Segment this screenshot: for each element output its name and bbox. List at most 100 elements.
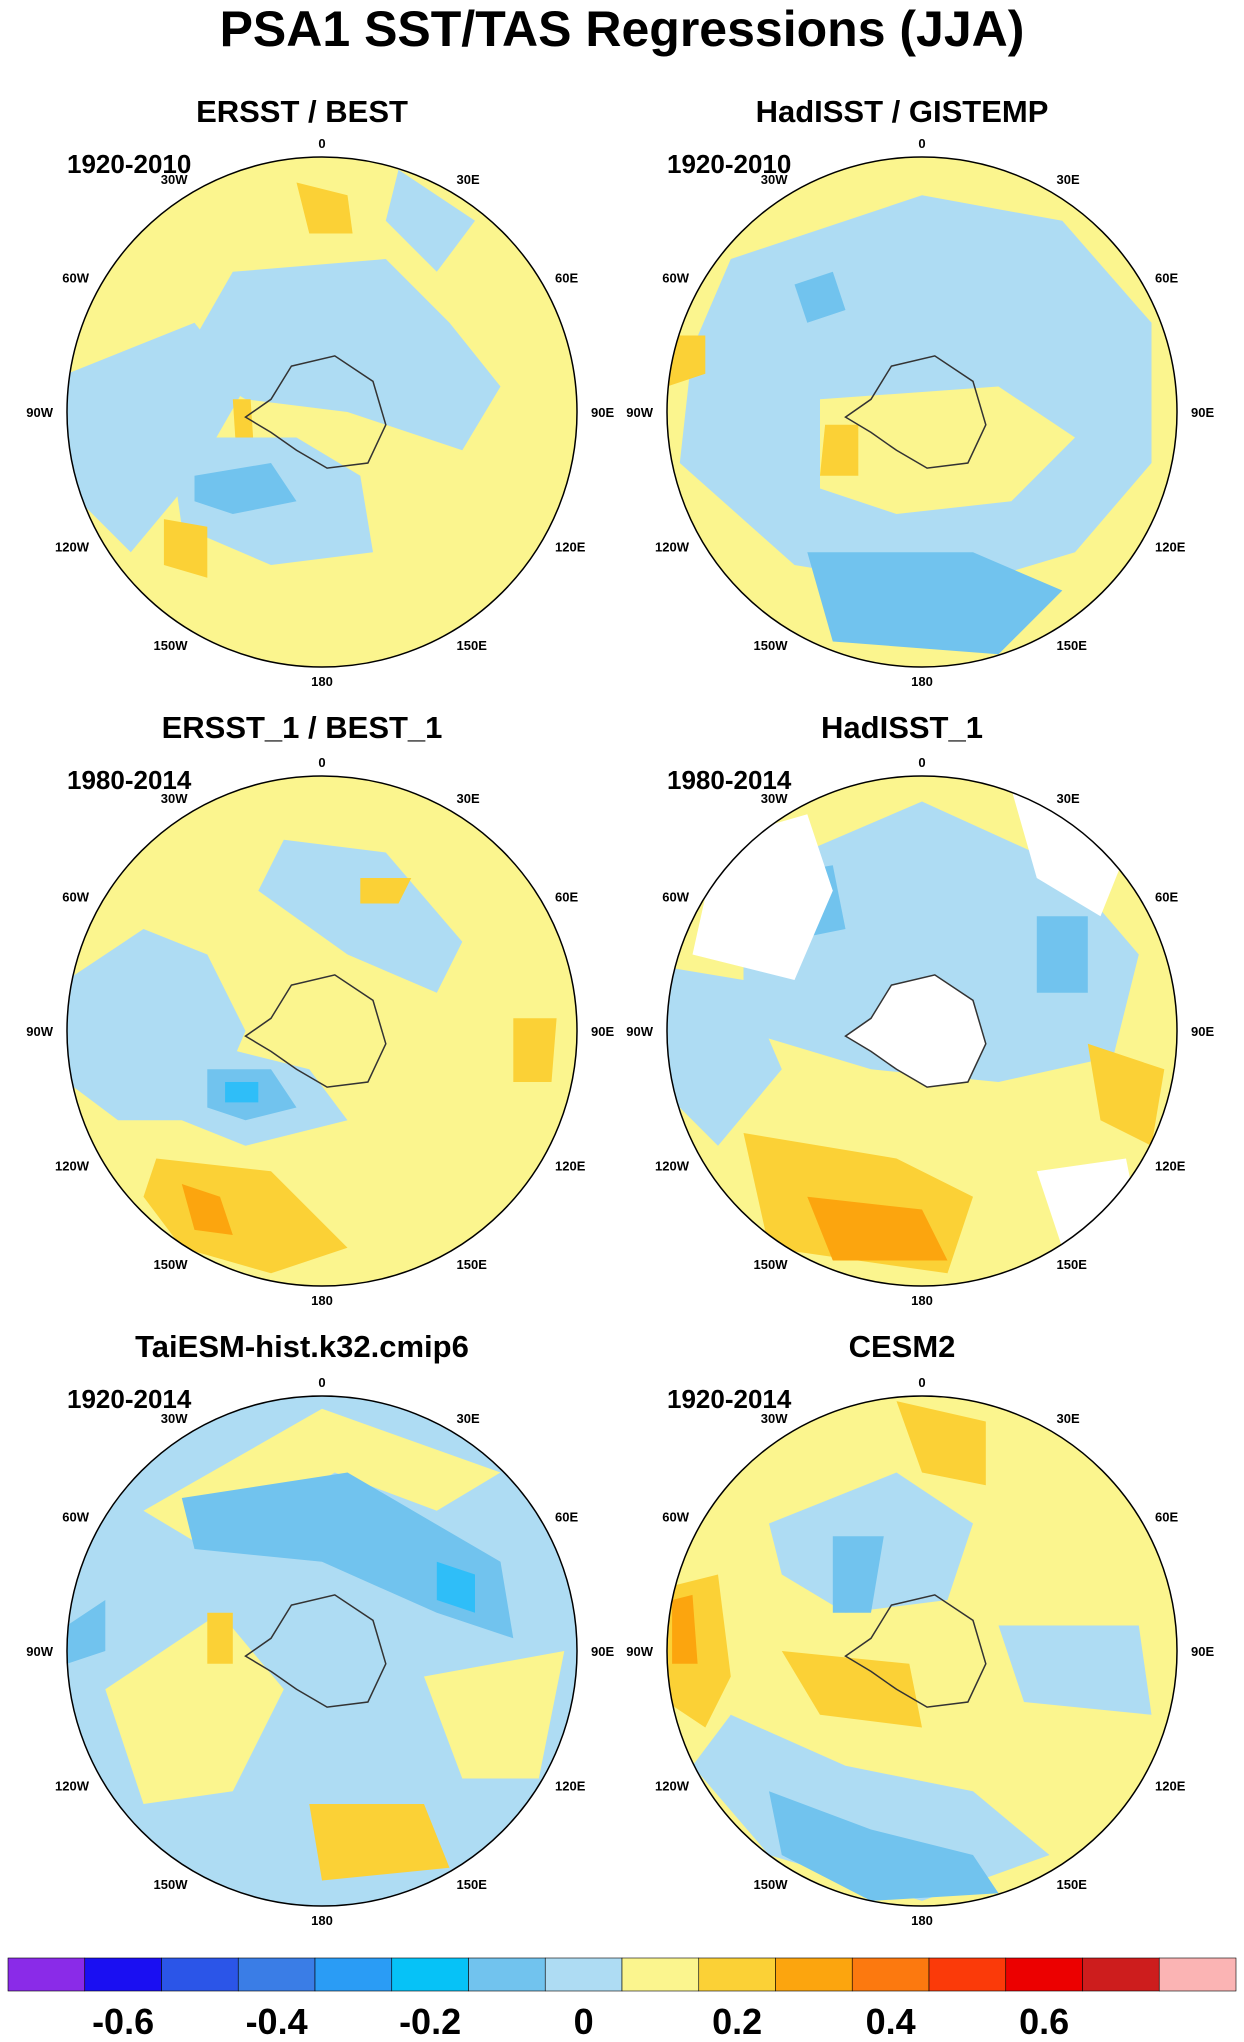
colorbar-label: -0.6 [92, 2001, 154, 2042]
colorbar-swatch [468, 1957, 546, 1992]
longitude-label: 150W [754, 1257, 789, 1272]
colorbar-swatch [544, 1957, 623, 1992]
colorbar-swatch [1158, 1957, 1237, 1992]
longitude-label: 60E [1155, 1510, 1178, 1525]
longitude-label: 60E [555, 890, 578, 905]
colorbar-swatch [621, 1957, 700, 1992]
longitude-label: 150W [154, 638, 189, 653]
contour-region [820, 424, 859, 476]
contour-region [163, 519, 208, 578]
map-panel: TaiESM-hist.k32.cmip6 1920-2014 0 30E 60E 90E… [26, 1329, 614, 1928]
contour-region [513, 1018, 557, 1082]
contour-region [225, 1082, 259, 1103]
regression-field [667, 157, 1177, 667]
longitude-label: 30E [457, 1411, 480, 1426]
longitude-label: 30E [1057, 172, 1080, 187]
contour-region [781, 1651, 922, 1728]
colorbar-swatch [391, 1957, 469, 1992]
colorbar-label: -0.4 [246, 2001, 308, 2042]
regression-field [67, 776, 577, 1286]
contour-region [207, 1612, 233, 1664]
longitude-label: 60E [1155, 271, 1178, 286]
map-boundary [666, 156, 1178, 668]
contour-region [143, 1158, 348, 1274]
longitude-label: 60E [555, 271, 578, 286]
longitude-label: 30E [1057, 1411, 1080, 1426]
longitude-label: 60W [62, 271, 89, 286]
longitude-label: 150W [154, 1257, 189, 1272]
colorbar-swatch [928, 1957, 1007, 1992]
longitude-label: 90W [626, 1024, 653, 1039]
longitude-label: 30W [761, 791, 788, 806]
longitude-label: 60W [662, 890, 689, 905]
longitude-label: 180 [311, 674, 333, 689]
panel-title: CESM2 [849, 1329, 956, 1364]
map-boundary [666, 775, 1178, 1287]
longitude-label: 120W [655, 1779, 690, 1794]
period-label: 1920-2014 [667, 1384, 792, 1414]
contour-region [1011, 788, 1126, 917]
longitude-label: 0 [918, 1375, 925, 1390]
longitude-label: 150W [754, 638, 789, 653]
longitude-label: 30E [457, 172, 480, 187]
longitude-label: 90E [591, 405, 614, 420]
longitude-label: 60W [662, 1510, 689, 1525]
map-boundary [66, 156, 578, 668]
longitude-label: 90W [26, 405, 53, 420]
longitude-label: 150E [457, 638, 488, 653]
longitude-label: 150E [1057, 1257, 1088, 1272]
colorbar-swatch [84, 1957, 162, 1992]
longitude-label: 90E [1191, 405, 1214, 420]
contour-region [424, 1651, 565, 1779]
contour-region [385, 169, 475, 272]
map-panel: ERSST_1 / BEST_1 1980-2014 0 30E 60E 90E 120E 1… [26, 710, 614, 1308]
contour-region [194, 463, 297, 514]
colorbar-label: 0.2 [712, 2001, 762, 2042]
longitude-label: 60E [555, 1510, 578, 1525]
contour-region [181, 1472, 514, 1639]
longitude-label: 90E [591, 1024, 614, 1039]
longitude-label: 120E [1155, 540, 1186, 555]
colorbar-swatch [237, 1957, 316, 1992]
colorbar-swatch [698, 1957, 776, 1992]
longitude-label: 120E [555, 540, 586, 555]
contour-region [807, 552, 1063, 655]
panel-title: HadISST_1 [821, 710, 983, 745]
colorbar-swatch [161, 1957, 239, 1992]
period-label: 1920-2010 [67, 149, 191, 179]
contour-region [832, 1536, 884, 1613]
longitude-label: 90W [626, 405, 653, 420]
period-label: 1980-2014 [667, 765, 792, 795]
longitude-label: 30W [761, 172, 788, 187]
longitude-label: 150E [457, 1257, 488, 1272]
colorbar-swatch [1082, 1957, 1160, 1992]
contour-region [67, 1600, 106, 1664]
colorbar-swatch [851, 1957, 930, 1992]
panel-title: HadISST / GISTEMP [756, 94, 1049, 129]
colorbar-label: 0.6 [1019, 2001, 1069, 2042]
longitude-label: 120E [1155, 1779, 1186, 1794]
longitude-label: 90W [26, 1644, 53, 1659]
contour-region [769, 1791, 999, 1901]
longitude-label: 30W [161, 1411, 188, 1426]
colorbar-label: -0.2 [399, 2001, 461, 2042]
period-label: 1980-2014 [67, 765, 192, 795]
map-boundary [66, 775, 578, 1287]
longitude-label: 180 [911, 1293, 933, 1308]
longitude-label: 60W [662, 271, 689, 286]
longitude-label: 150W [754, 1877, 789, 1892]
longitude-label: 180 [311, 1293, 333, 1308]
colorbar-swatch [314, 1957, 393, 1992]
map-boundary [66, 1395, 578, 1907]
longitude-label: 120W [55, 540, 90, 555]
longitude-label: 90W [26, 1024, 53, 1039]
longitude-label: 0 [918, 136, 925, 151]
panel-title: TaiESM-hist.k32.cmip6 [135, 1329, 469, 1364]
colorbar-label: 0 [574, 2001, 594, 2042]
longitude-label: 120E [1155, 1159, 1186, 1174]
contour-region [436, 1561, 475, 1613]
panel-title: ERSST_1 / BEST_1 [162, 710, 443, 745]
longitude-label: 0 [918, 755, 925, 770]
